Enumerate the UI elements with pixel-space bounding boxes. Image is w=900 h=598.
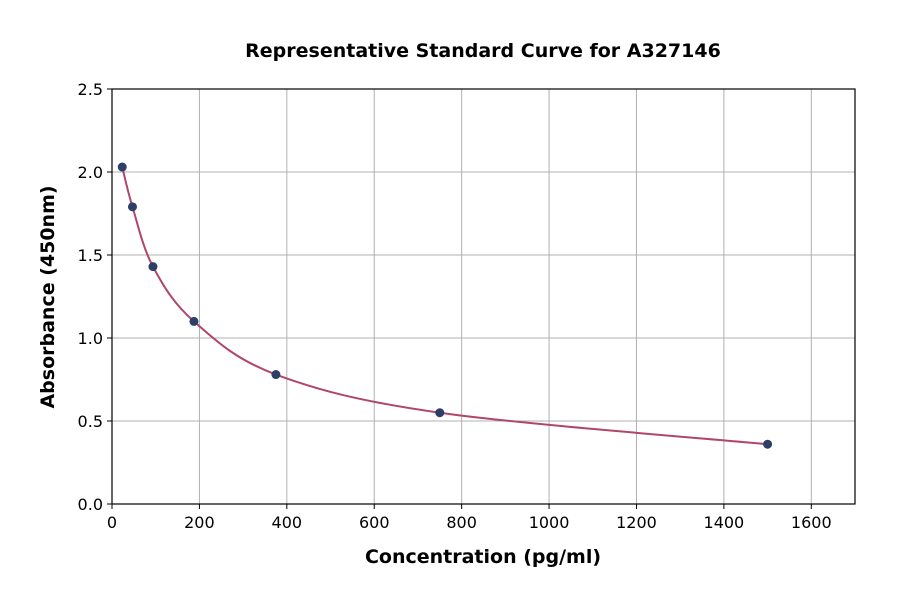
ticks: 0 200 400 600 800 1000 1200 1400 1600 0.0 0.5 1.0 1.… xyxy=(78,80,832,532)
x-tick-label: 800 xyxy=(446,513,477,532)
x-tick-label: 1600 xyxy=(791,513,832,532)
y-tick-label: 0.0 xyxy=(78,495,103,514)
x-axis-label: Concentration (pg/ml) xyxy=(365,546,601,568)
data-point xyxy=(189,316,199,326)
y-tick-label: 1.5 xyxy=(78,246,103,265)
y-tick-label: 0.5 xyxy=(78,412,103,431)
chart-title: Representative Standard Curve for A32714… xyxy=(245,40,721,62)
y-tick-label: 1.0 xyxy=(78,329,103,348)
y-tick-label: 2.5 xyxy=(78,80,103,99)
data-point xyxy=(435,408,445,418)
fit-curve xyxy=(121,166,768,446)
y-tick-label: 2.0 xyxy=(78,163,103,182)
y-axis-label: Absorbance (450nm) xyxy=(37,185,59,408)
data-point xyxy=(271,370,281,380)
x-tick-label: 1200 xyxy=(616,513,657,532)
data-point xyxy=(127,202,137,212)
x-tick-label: 1000 xyxy=(529,513,570,532)
data-point xyxy=(763,439,773,449)
x-tick-label: 0 xyxy=(107,513,117,532)
data-point xyxy=(148,262,158,272)
x-tick-label: 200 xyxy=(184,513,215,532)
x-tick-label: 400 xyxy=(272,513,303,532)
data-points xyxy=(117,162,773,449)
x-tick-label: 1400 xyxy=(704,513,745,532)
data-point xyxy=(117,162,127,172)
plot-frame xyxy=(111,88,856,505)
x-tick-label: 600 xyxy=(359,513,390,532)
